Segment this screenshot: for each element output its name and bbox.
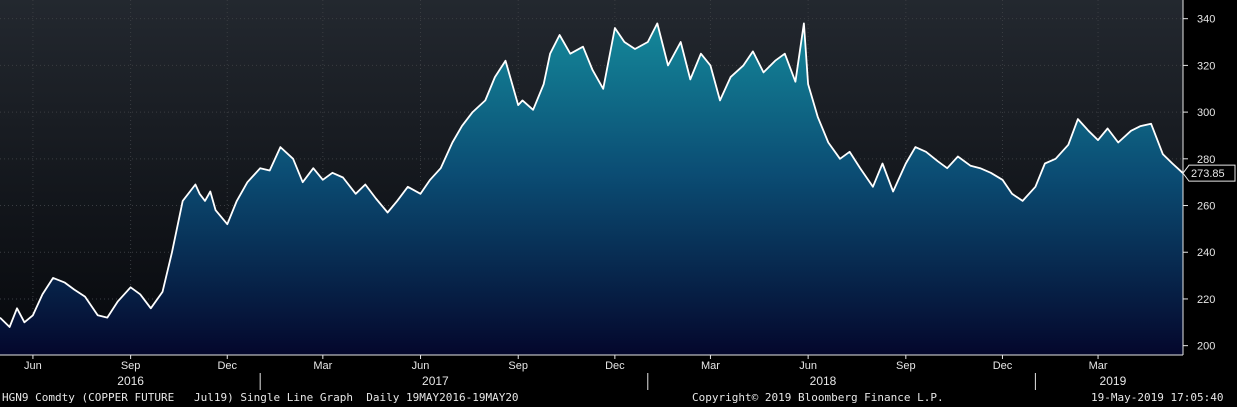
last-value-marker: 273.85 <box>1182 164 1236 182</box>
x-tick-label: Dec <box>217 360 237 372</box>
x-tick-label: Sep <box>896 360 916 372</box>
y-tick-label: 280 <box>1197 154 1215 166</box>
x-tick-label: Dec <box>605 360 625 372</box>
y-tick-label: 320 <box>1197 60 1215 72</box>
price-area <box>0 23 1183 356</box>
last-value-box <box>1182 164 1236 182</box>
footer-bar: HGN9 Comdty (COPPER FUTURE Jul19) Single… <box>0 390 1237 407</box>
y-tick-label: 300 <box>1197 107 1215 119</box>
year-label: 2019 <box>1100 374 1127 388</box>
y-tick-label: 240 <box>1197 247 1215 259</box>
price-line <box>0 22 1184 328</box>
bottom-axis-background <box>0 355 1237 390</box>
y-tick-label: 200 <box>1197 341 1215 353</box>
year-label: 2018 <box>810 374 837 388</box>
x-tick-label: Mar <box>1089 360 1108 372</box>
y-tick-label: 260 <box>1197 201 1215 213</box>
x-tick-label: Jun <box>799 360 817 372</box>
y-axis: 200 220 240 260 280 300 320 340 <box>1183 14 1215 353</box>
year-label: 2016 <box>117 374 144 388</box>
x-tick-label: Dec <box>993 360 1013 372</box>
x-tick-label: Sep <box>121 360 141 372</box>
x-tick-label: Jun <box>412 360 430 372</box>
last-value-label: 273.85 <box>1191 168 1225 180</box>
footer-ticker: HGN9 Comdty (COPPER FUTURE Jul19) Single… <box>2 391 519 404</box>
footer-copyright: Copyright© 2019 Bloomberg Finance L.P. <box>692 391 944 404</box>
x-tick-label: Jun <box>24 360 42 372</box>
y-tick-label: 340 <box>1197 14 1215 26</box>
x-tick-label: Sep <box>508 360 528 372</box>
footer-timestamp: 19-May-2019 17:05:40 <box>1091 391 1224 404</box>
y-tick-label: 220 <box>1197 294 1215 306</box>
x-tick-label: Mar <box>313 360 332 372</box>
x-axis: Jun Sep Dec Mar Jun Sep Dec Mar Jun Sep Dec Mar 2016… <box>24 355 1127 390</box>
year-label: 2017 <box>422 374 449 388</box>
x-tick-label: Mar <box>701 360 720 372</box>
